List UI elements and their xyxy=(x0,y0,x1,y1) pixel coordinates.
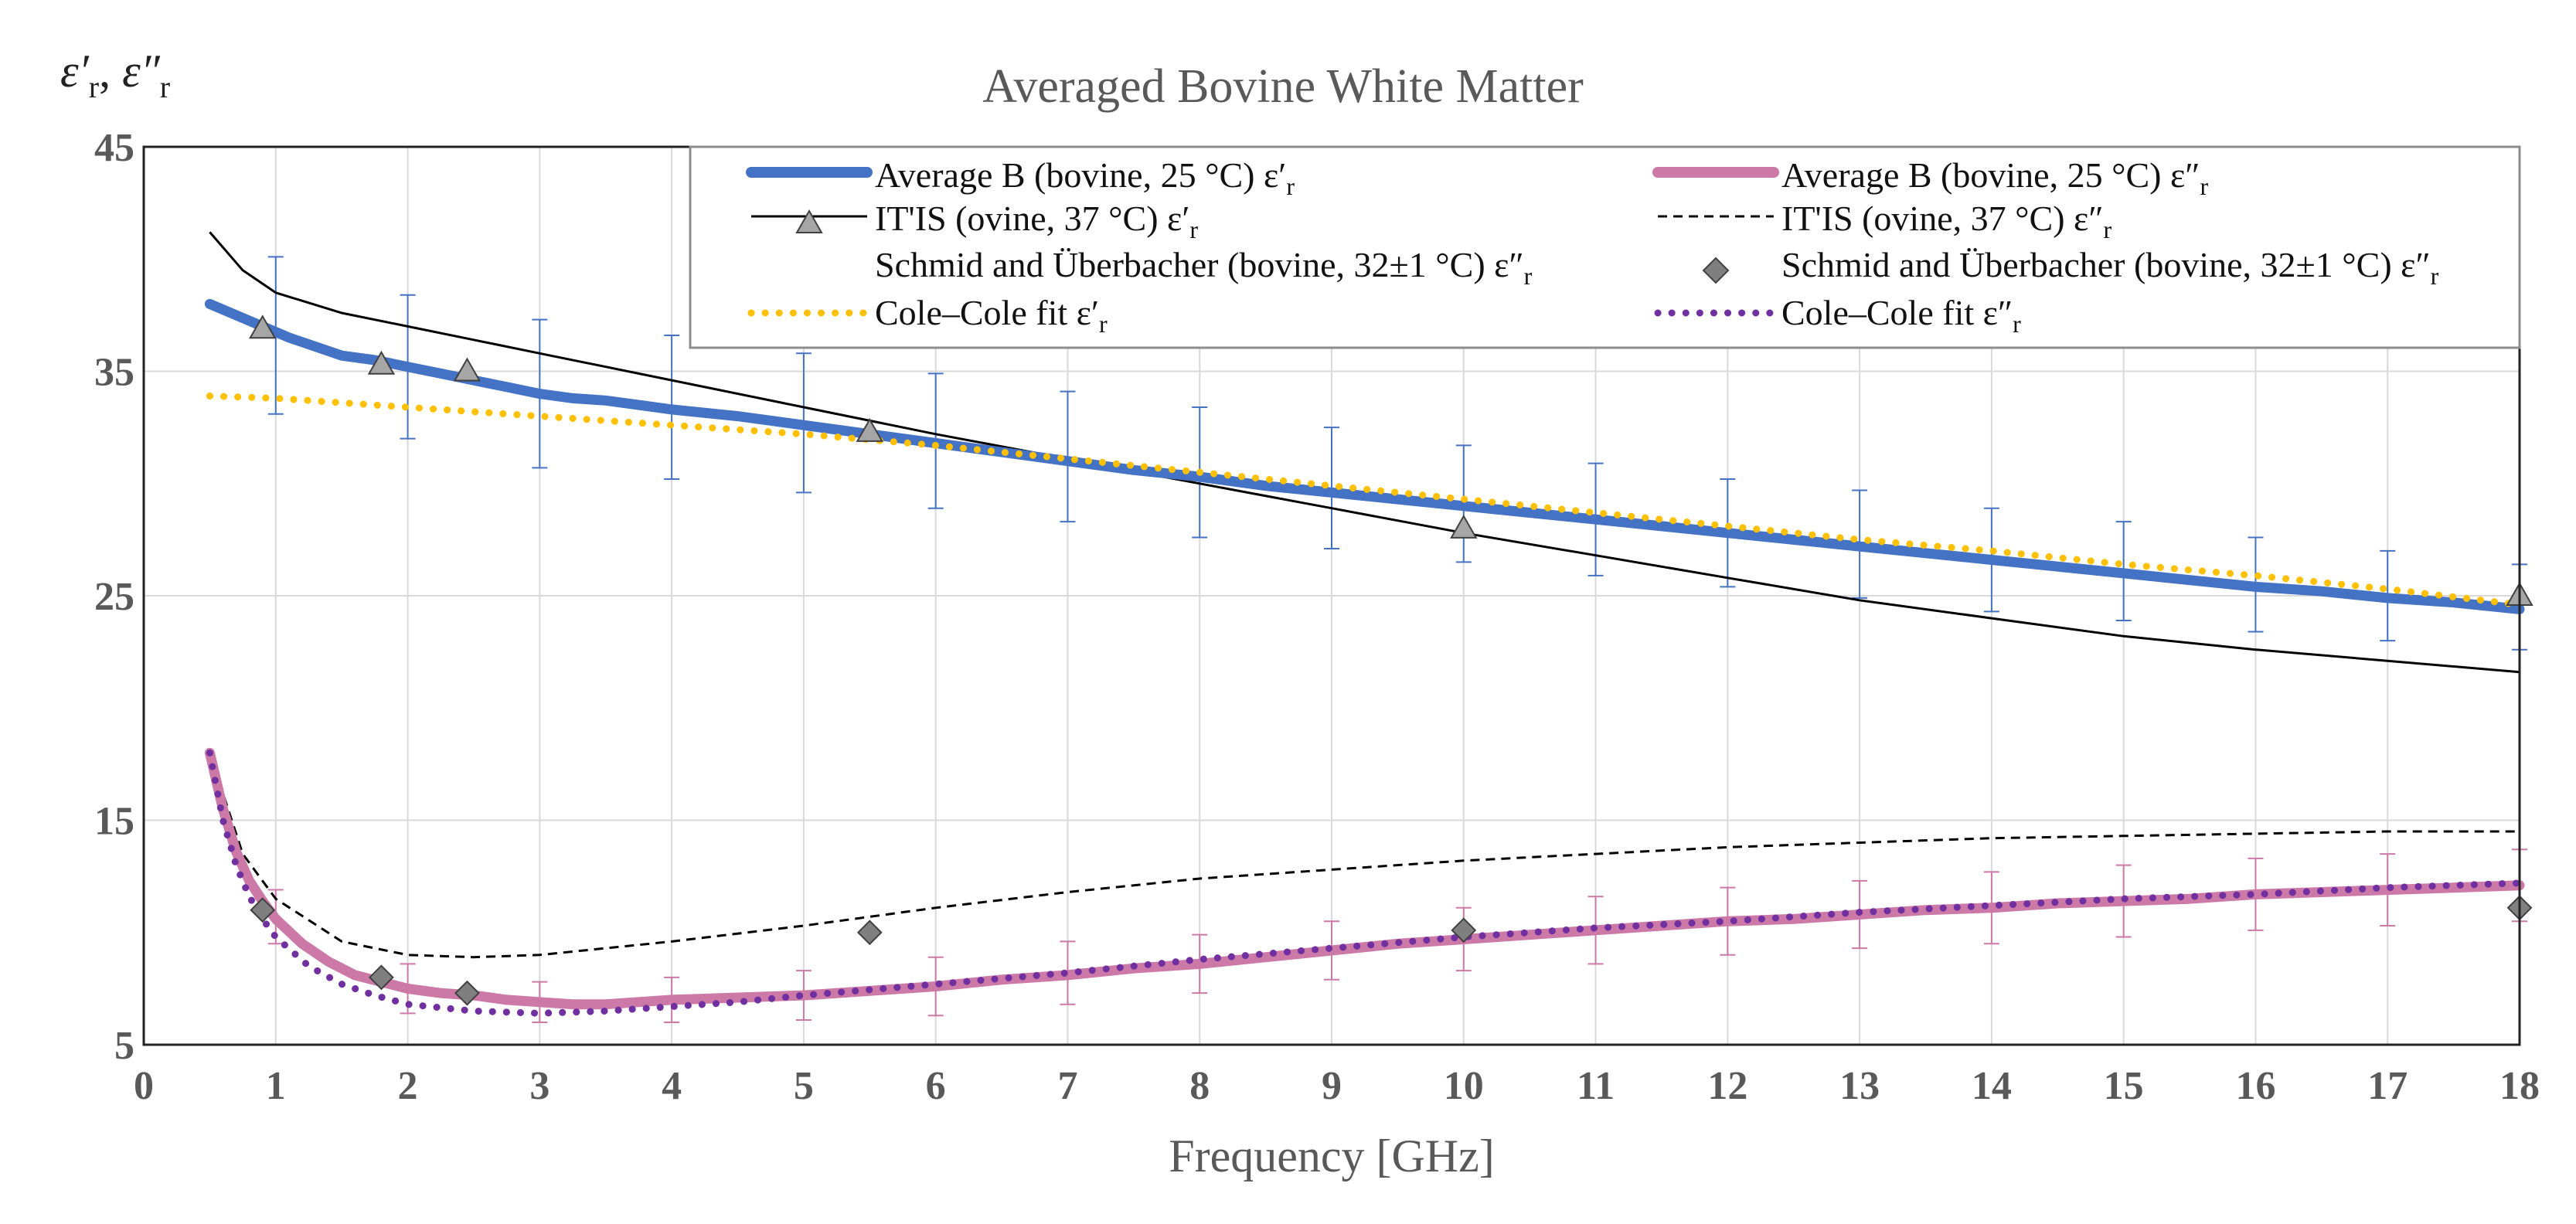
data-markers xyxy=(248,314,2533,1006)
chart-title: Averaged Bovine White Matter xyxy=(982,60,1584,113)
x-axis-label: Frequency [GHz] xyxy=(1169,1130,1495,1182)
y-axis-label: ε′r, ε″r xyxy=(60,46,170,104)
marker-schmid_re-0.9 xyxy=(248,314,277,339)
y-axis-label-part1: ε′ xyxy=(60,46,90,97)
y-axis-label-sub1: r xyxy=(89,70,99,104)
series-line-cc_im xyxy=(206,749,2523,1017)
marker-schmid_im-10 xyxy=(1451,917,1477,944)
legend: Average B (bovine, 25 °C) ε′r Average B … xyxy=(689,145,2521,349)
marker-schmid_re-2.45 xyxy=(453,357,482,382)
x-tick-label-17: 17 xyxy=(2367,1064,2408,1108)
series-lines xyxy=(204,231,2525,1017)
series-line-cc_re xyxy=(206,393,2523,609)
marker-schmid_im-5.5 xyxy=(856,920,883,946)
legend-sample-schmid-im xyxy=(1702,257,1730,284)
marker-schmid_re-5.5 xyxy=(856,417,884,442)
legend-label-avg-im: Average B (bovine, 25 °C) ε″r xyxy=(1781,155,2208,200)
x-tick-label-15: 15 xyxy=(2104,1064,2144,1108)
x-tick-label-3: 3 xyxy=(529,1064,550,1108)
legend-label-schmid-im: Schmid and Überbacher (bovine, 32±1 °C) … xyxy=(1781,245,2439,290)
legend-sample-schmid-re xyxy=(795,209,823,233)
x-tick-label-14: 14 xyxy=(1972,1064,2012,1108)
x-tick-label-5: 5 xyxy=(794,1064,814,1108)
marker-schmid_im-1.8 xyxy=(368,964,394,991)
x-tick-label-7: 7 xyxy=(1057,1064,1077,1108)
y-axis-label-part2: ε″ xyxy=(122,46,161,97)
marker-schmid_im-0.9 xyxy=(250,897,276,923)
x-tick-label-6: 6 xyxy=(926,1064,946,1108)
series-line-itis_im xyxy=(208,752,2520,959)
marker-schmid_re-1.8 xyxy=(367,350,396,375)
legend-label-schmid-re: Schmid and Überbacher (bovine, 32±1 °C) … xyxy=(875,245,1533,290)
x-tick-label-10: 10 xyxy=(1444,1064,1484,1108)
y-tick-label-35: 35 xyxy=(94,351,134,395)
x-tick-label-18: 18 xyxy=(2499,1064,2540,1108)
y-tick-labels: 5 15 25 35 45 xyxy=(94,126,134,1068)
x-tick-labels: 0 1 2 3 4 5 6 7 8 9 10 11 12 13 14 15 16 17 18 xyxy=(134,1064,2540,1108)
series-line-avg_re xyxy=(204,298,2525,614)
y-tick-label-45: 45 xyxy=(94,126,134,170)
x-tick-label-0: 0 xyxy=(134,1064,154,1108)
y-tick-label-15: 15 xyxy=(94,800,134,844)
legend-box xyxy=(689,145,2521,349)
legend-label-cc-im: Cole–Cole fit ε″r xyxy=(1781,293,2021,338)
x-tick-label-1: 1 xyxy=(266,1064,286,1108)
y-tick-label-25: 25 xyxy=(94,575,134,619)
y-axis-label-sub2: r xyxy=(160,70,170,104)
x-tick-label-2: 2 xyxy=(398,1064,418,1108)
x-tick-label-4: 4 xyxy=(662,1064,682,1108)
x-tick-label-16: 16 xyxy=(2235,1064,2275,1108)
x-tick-label-13: 13 xyxy=(1839,1064,1880,1108)
y-axis-label-sep: , xyxy=(99,46,122,97)
legend-label-itis-re: IT'IS (ovine, 37 °C) ε′r xyxy=(875,199,1198,243)
legend-label-avg-re: Average B (bovine, 25 °C) ε′r xyxy=(875,155,1295,200)
x-tick-label-8: 8 xyxy=(1189,1064,1210,1108)
y-tick-label-5: 5 xyxy=(114,1024,134,1068)
marker-schmid_im-2.45 xyxy=(454,980,480,1006)
legend-label-itis-im: IT'IS (ovine, 37 °C) ε″r xyxy=(1781,199,2112,243)
marker-schmid_re-10 xyxy=(1450,514,1478,539)
x-tick-label-11: 11 xyxy=(1577,1064,1615,1108)
x-tick-label-12: 12 xyxy=(1707,1064,1747,1108)
x-tick-label-9: 9 xyxy=(1322,1064,1342,1108)
legend-label-cc-re: Cole–Cole fit ε′r xyxy=(875,293,1108,338)
